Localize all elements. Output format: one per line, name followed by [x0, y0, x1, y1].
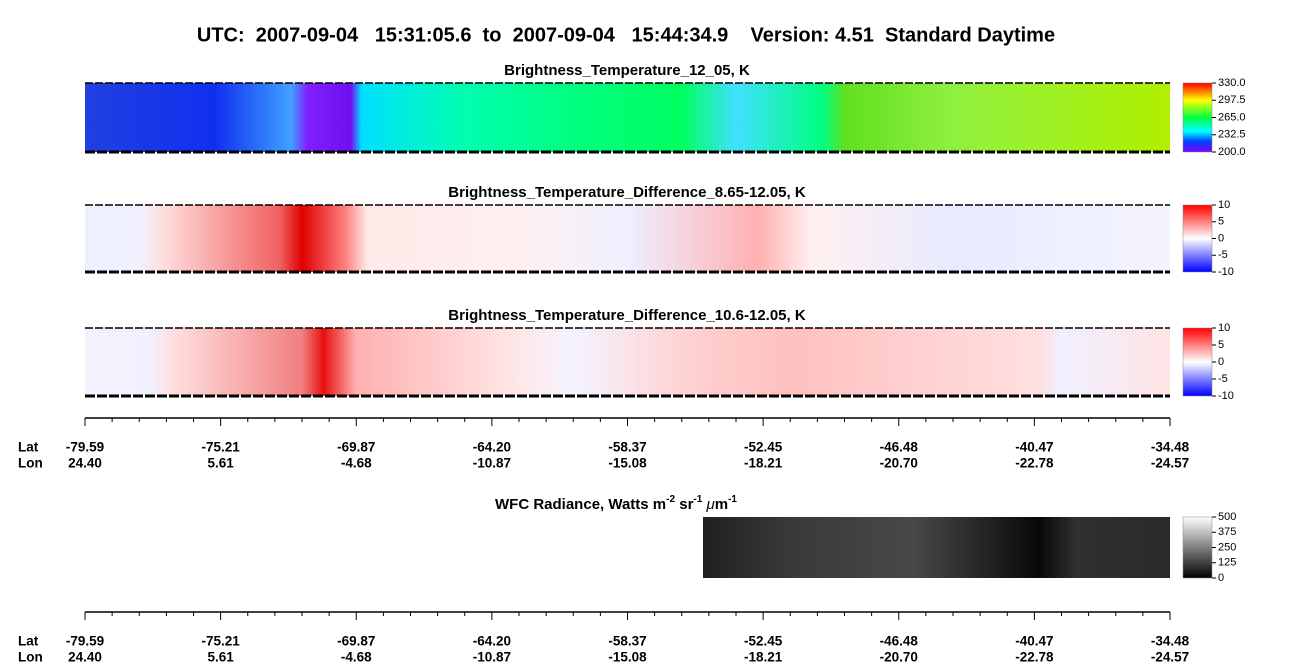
lon-value: -18.21: [744, 456, 783, 471]
lon-value: -4.68: [341, 650, 372, 665]
lon-value: -24.57: [1151, 650, 1189, 665]
lat-value: -46.48: [880, 634, 919, 649]
lon-value: -18.21: [744, 650, 783, 665]
data-strip: [703, 517, 1170, 578]
colorbar-tick-label: 375: [1218, 526, 1236, 538]
lat-value: -40.47: [1015, 634, 1053, 649]
lat-label: Lat: [18, 440, 39, 455]
lat-value: -64.20: [473, 634, 511, 649]
lon-value: -4.68: [341, 456, 372, 471]
lon-value: -20.70: [880, 456, 918, 471]
colorbar-tick-label: -5: [1218, 373, 1228, 385]
title-part: -2: [666, 494, 675, 505]
panel-title: Brightness_Temperature_12_05, K: [504, 62, 750, 79]
lon-label: Lon: [18, 650, 43, 665]
lon-value: -22.78: [1015, 456, 1054, 471]
lat-value: -69.87: [337, 440, 375, 455]
lat-value: -40.47: [1015, 440, 1053, 455]
lat-value: -64.20: [473, 440, 511, 455]
lat-value: -34.48: [1151, 634, 1190, 649]
colorbar: [1182, 82, 1213, 153]
lon-value: -10.87: [473, 456, 511, 471]
colorbar-tick-label: 10: [1218, 322, 1230, 334]
lat-value: -75.21: [201, 634, 240, 649]
panel-title: Brightness_Temperature_Difference_8.65-1…: [448, 184, 806, 201]
colorbar-tick-label: 232.5: [1218, 129, 1246, 141]
colorbar-tick-label: 0: [1218, 572, 1224, 584]
lon-value: 5.61: [207, 650, 234, 665]
data-strip: [85, 83, 1170, 152]
title-part: sr: [675, 496, 694, 513]
lon-value: -22.78: [1015, 650, 1054, 665]
colorbar-tick-label: -5: [1218, 249, 1228, 261]
lat-value: -79.59: [66, 440, 104, 455]
colorbar-tick-label: -10: [1218, 266, 1234, 278]
lat-value: -58.37: [608, 440, 646, 455]
colorbar-tick-label: 0: [1218, 356, 1224, 368]
lon-value: -10.87: [473, 650, 511, 665]
colorbar: [1182, 204, 1213, 273]
colorbar-tick-label: 330.0: [1218, 77, 1246, 89]
colorbar-tick-label: 5: [1218, 216, 1224, 228]
lon-value: -24.57: [1151, 456, 1189, 471]
colorbar-tick-label: 200.0: [1218, 146, 1246, 158]
lat-value: -52.45: [744, 440, 783, 455]
lat-value: -52.45: [744, 634, 783, 649]
lat-value: -69.87: [337, 634, 375, 649]
data-strip: [85, 328, 1170, 396]
colorbar-tick-label: 500: [1218, 511, 1236, 523]
lon-value: -15.08: [608, 456, 647, 471]
lon-value: -20.70: [880, 650, 918, 665]
lat-value: -58.37: [608, 634, 646, 649]
lat-value: -46.48: [880, 440, 919, 455]
title-part: m: [715, 496, 728, 513]
lon-value: 5.61: [207, 456, 234, 471]
page-title: UTC: 2007-09-04 15:31:05.6 to 2007-09-04…: [197, 24, 1055, 46]
panel-title: WFC Radiance, Watts m-2 sr-1 μm-1: [495, 494, 737, 513]
lat-value: -34.48: [1151, 440, 1190, 455]
colorbar: [1182, 327, 1213, 397]
lon-value: 24.40: [68, 456, 102, 471]
colorbar-tick-label: 125: [1218, 557, 1236, 569]
title-part: -1: [693, 494, 702, 505]
colorbar-tick-label: 0: [1218, 232, 1224, 244]
title-part: -1: [728, 494, 737, 505]
lon-value: 24.40: [68, 650, 102, 665]
lon-value: -15.08: [608, 650, 647, 665]
title-part: WFC Radiance, Watts m: [495, 496, 666, 513]
colorbar: [1182, 516, 1213, 579]
title-part: μ: [706, 496, 715, 513]
lon-label: Lon: [18, 456, 43, 471]
lat-label: Lat: [18, 634, 39, 649]
colorbar-tick-label: -10: [1218, 390, 1234, 402]
data-strip: [85, 205, 1170, 272]
lat-value: -75.21: [201, 440, 240, 455]
colorbar-tick-label: 10: [1218, 199, 1230, 211]
colorbar-tick-label: 265.0: [1218, 111, 1246, 123]
colorbar-tick-label: 250: [1218, 541, 1236, 553]
lat-value: -79.59: [66, 634, 104, 649]
panel-title: Brightness_Temperature_Difference_10.6-1…: [448, 307, 806, 324]
colorbar-tick-label: 297.5: [1218, 94, 1246, 106]
colorbar-tick-label: 5: [1218, 339, 1224, 351]
